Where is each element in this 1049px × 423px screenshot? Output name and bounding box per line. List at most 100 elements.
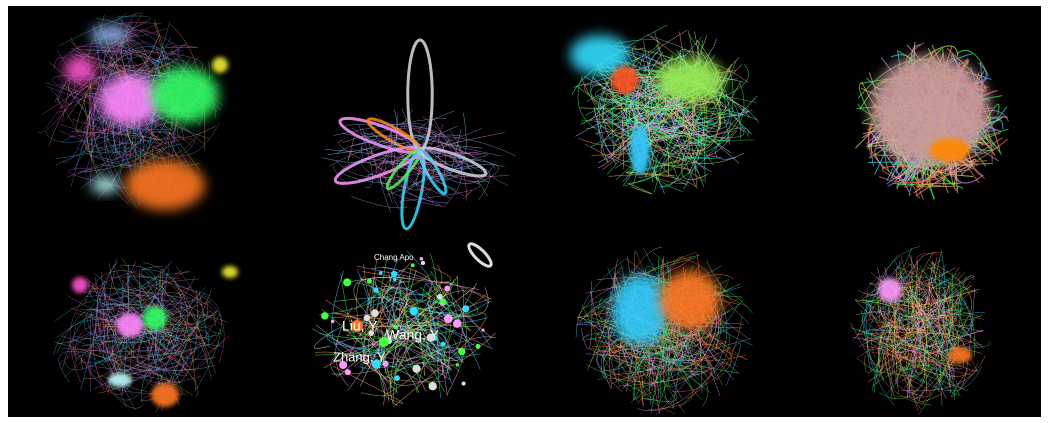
edge — [400, 126, 470, 169]
edge — [418, 110, 483, 149]
node — [440, 341, 446, 347]
edge — [156, 311, 216, 413]
node — [455, 363, 460, 367]
edge — [74, 320, 211, 361]
edge — [56, 97, 96, 163]
edge — [899, 338, 950, 395]
edge — [338, 139, 451, 199]
edge — [425, 151, 468, 201]
node — [440, 302, 444, 306]
edge — [663, 136, 703, 190]
edge — [361, 135, 406, 164]
edge — [356, 265, 480, 290]
edge — [941, 293, 972, 354]
cluster — [870, 55, 990, 165]
edge — [110, 131, 193, 189]
edge — [420, 340, 426, 376]
edge — [919, 343, 955, 405]
edge — [106, 291, 206, 371]
edge — [85, 115, 168, 140]
edge — [361, 321, 398, 328]
edge — [958, 276, 983, 321]
edge — [725, 343, 741, 387]
edge — [907, 290, 957, 330]
edge — [876, 310, 978, 372]
edge — [885, 344, 943, 389]
node — [390, 270, 398, 278]
edge — [367, 296, 475, 346]
edge — [632, 45, 746, 132]
edge — [392, 312, 487, 408]
edge — [393, 139, 441, 177]
edge — [118, 284, 200, 332]
node — [382, 360, 389, 367]
edge — [631, 345, 690, 390]
edge — [697, 332, 723, 342]
edge — [879, 294, 953, 362]
node — [393, 324, 399, 330]
edge — [598, 267, 628, 380]
edge — [414, 159, 497, 210]
edge — [386, 167, 491, 201]
edge — [173, 279, 188, 357]
edge — [906, 298, 929, 371]
edge — [62, 19, 123, 163]
edge — [332, 146, 395, 184]
edge — [319, 253, 438, 340]
edge — [620, 338, 644, 407]
edge — [575, 85, 658, 184]
edge — [147, 281, 217, 324]
edge — [923, 335, 956, 377]
cluster — [930, 138, 970, 162]
edge — [868, 276, 978, 320]
edge — [453, 340, 464, 363]
edge — [928, 264, 965, 337]
edge — [863, 345, 934, 362]
edge — [672, 143, 711, 146]
edge — [177, 126, 216, 138]
edge — [596, 93, 705, 188]
edge — [399, 180, 481, 202]
edge — [439, 282, 493, 339]
edge — [602, 96, 671, 116]
edge — [84, 302, 124, 338]
edge — [663, 130, 734, 173]
edge — [386, 258, 445, 332]
edge — [907, 298, 923, 398]
node — [452, 319, 462, 328]
edge — [56, 331, 178, 368]
edge — [688, 33, 726, 126]
edge — [371, 297, 435, 363]
edge — [316, 324, 393, 384]
edge — [661, 330, 692, 384]
edge — [890, 298, 901, 343]
edge — [371, 134, 462, 189]
edge — [627, 69, 665, 195]
edge — [347, 323, 444, 391]
edge — [956, 49, 989, 77]
edge — [625, 172, 676, 177]
node — [351, 320, 363, 332]
edge — [56, 50, 145, 162]
edge — [864, 339, 893, 373]
edge — [141, 334, 204, 403]
edge — [353, 276, 412, 322]
edge — [879, 287, 953, 400]
edge — [418, 147, 479, 170]
edge — [920, 336, 935, 356]
edge — [592, 77, 706, 144]
edge — [315, 284, 427, 356]
edge — [117, 46, 164, 80]
cluster — [151, 383, 179, 407]
cluster — [98, 74, 162, 126]
node — [409, 307, 418, 316]
node — [366, 278, 373, 284]
edge — [341, 132, 461, 159]
edge — [637, 361, 724, 412]
edge — [138, 272, 168, 367]
edge — [867, 298, 962, 370]
edge — [99, 294, 212, 380]
edge — [626, 182, 653, 195]
node — [321, 312, 329, 320]
